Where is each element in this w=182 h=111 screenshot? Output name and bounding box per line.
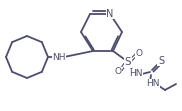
Text: O: O (114, 67, 122, 76)
Text: HN: HN (146, 79, 160, 88)
Text: HN: HN (129, 69, 143, 78)
Text: S: S (158, 56, 164, 66)
Text: NH: NH (52, 53, 66, 61)
Text: N: N (106, 9, 114, 19)
Text: S: S (125, 57, 131, 67)
Text: O: O (136, 49, 143, 57)
